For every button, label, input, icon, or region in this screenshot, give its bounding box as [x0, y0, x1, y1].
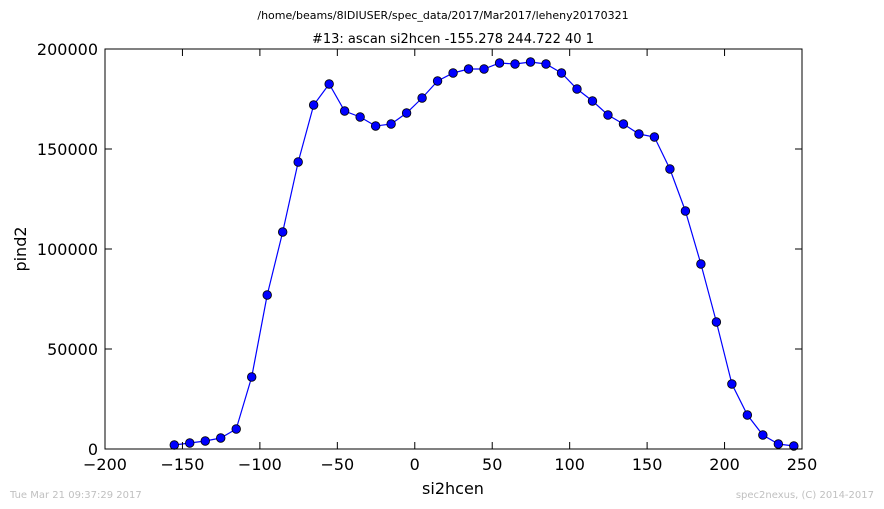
data-point: [649, 132, 660, 142]
plot-frame: [104, 48, 803, 450]
x-tick-label: 0: [410, 455, 420, 474]
x-tick-label: −200: [83, 455, 127, 474]
data-point: [525, 57, 536, 67]
data-point: [463, 64, 474, 74]
y-tick-label: 200000: [37, 40, 98, 59]
data-point: [711, 317, 722, 327]
data-point: [494, 58, 505, 68]
data-point: [742, 410, 753, 420]
data-point: [634, 129, 644, 139]
data-point: [479, 64, 489, 74]
data-point: [665, 164, 675, 174]
data-point: [680, 206, 691, 216]
data-point: [401, 108, 412, 118]
y-axis-label: pind2: [11, 226, 30, 271]
data-point: [277, 227, 288, 237]
data-point: [370, 121, 381, 131]
data-point: [308, 100, 319, 110]
data-point: [587, 96, 598, 106]
x-tick-label: 200: [709, 455, 740, 474]
chart-title: #13: ascan si2hcen -155.278 244.722 40 1: [312, 32, 594, 47]
y-tick-label: 150000: [37, 140, 98, 159]
file-path: /home/beams/8IDIUSER/spec_data/2017/Mar2…: [257, 9, 628, 22]
x-tick-label: −50: [320, 455, 354, 474]
data-point: [386, 119, 396, 129]
data-point: [789, 441, 799, 451]
data-point: [169, 440, 179, 450]
data-point: [324, 79, 334, 89]
data-point: [262, 290, 272, 300]
data-point: [556, 68, 567, 78]
data-point: [448, 68, 458, 78]
data-point: [355, 112, 365, 122]
data-point: [541, 59, 551, 69]
y-tick-label: 0: [88, 440, 98, 459]
data-point: [603, 110, 613, 120]
x-tick-label: 50: [482, 455, 502, 474]
x-tick-label: −150: [160, 455, 204, 474]
x-tick-label: 250: [787, 455, 818, 474]
data-point: [696, 259, 706, 269]
data-point: [231, 424, 241, 434]
data-point: [200, 436, 210, 446]
x-tick-label: 100: [554, 455, 585, 474]
y-tick-label: 50000: [47, 340, 98, 359]
y-tick-label: 100000: [37, 240, 98, 259]
data-point: [618, 119, 629, 129]
data-point: [247, 372, 257, 382]
data-point: [293, 157, 303, 167]
data-point: [339, 106, 350, 116]
data-series: [169, 57, 799, 451]
axis-ticks: −200 −150 −100 −50 0 50 100 150 200 250 0 50000 1000…: [37, 40, 817, 474]
x-tick-label: 150: [632, 455, 663, 474]
data-point: [773, 439, 784, 449]
data-point: [216, 433, 226, 443]
data-point: [510, 59, 520, 69]
data-point: [432, 76, 443, 86]
data-point: [727, 379, 737, 389]
data-point: [758, 430, 768, 440]
data-point: [417, 93, 427, 103]
x-axis-label: si2hcen: [422, 479, 484, 498]
x-tick-label: −100: [238, 455, 282, 474]
footer-credit: spec2nexus, (C) 2014-2017: [736, 490, 874, 501]
footer-timestamp: Tue Mar 21 09:37:29 2017: [9, 490, 142, 501]
data-point: [572, 84, 582, 94]
data-point: [185, 438, 195, 448]
